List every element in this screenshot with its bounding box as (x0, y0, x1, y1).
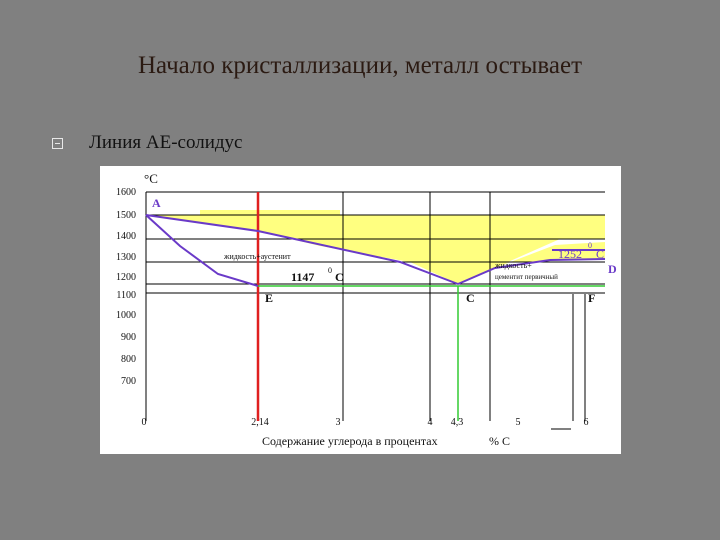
x-tick-label: 4 (428, 417, 433, 428)
diagram-svg: 1600 1500 1400 1300 1200 1100 1000 900 8… (116, 171, 617, 448)
solidus-line-ae (145, 214, 259, 287)
y-tick-label: 800 (121, 354, 136, 365)
y-tick-label: 1600 (116, 187, 136, 198)
y-tick-label: 700 (121, 376, 136, 387)
grid-vertical (145, 192, 586, 421)
x-axis-title: Содержание углерода в процентах (262, 434, 438, 448)
eutectic-unit-label: С (335, 270, 344, 284)
fe-c-phase-diagram: 1600 1500 1400 1300 1200 1100 1000 900 8… (100, 166, 621, 454)
point-a-label: A (152, 196, 161, 210)
y-tick-label: 1400 (116, 231, 136, 242)
y-tick-label: 1300 (116, 252, 136, 263)
cementite-temp-label: 1252 (558, 247, 582, 261)
x-axis-unit: % С (489, 434, 510, 448)
eutectic-temp-label: 1147 (291, 270, 314, 284)
point-c-label: C (466, 291, 475, 305)
austenite-label-bg (222, 250, 330, 261)
slide-title: Начало кристаллизации, металл остывает (137, 52, 583, 79)
y-tick-label: 1500 (116, 210, 136, 221)
x-tick-label: 3 (336, 417, 341, 428)
point-d-label: D (608, 262, 617, 276)
x-tick-label: 0 (142, 417, 147, 428)
cementite-region-label-2: цементит первичный (495, 273, 558, 281)
eutectic-degree-sign: 0 (328, 266, 332, 275)
cementite-unit-label: С (596, 247, 604, 261)
grid-horizontal (146, 191, 605, 294)
cementite-region-label-1: жидкость+ (494, 261, 532, 270)
x-tick-label: 4,3 (451, 417, 464, 428)
liquidus-line-ac (145, 214, 459, 285)
x-tick-label: 6 (584, 417, 589, 428)
y-tick-label: 1100 (116, 290, 136, 301)
point-f-label: F (588, 291, 595, 305)
point-e-label: E (265, 291, 273, 305)
y-tick-label: 900 (121, 332, 136, 343)
cementite-degree-sign: 0 (588, 241, 592, 250)
bullet-box-icon (52, 137, 63, 149)
x-tick-label: 5 (516, 417, 521, 428)
y-axis-unit: °C (144, 171, 158, 186)
y-tick-label: 1200 (116, 272, 136, 283)
x-tick-label: 2,14 (251, 417, 269, 428)
y-tick-label: 1000 (116, 310, 136, 321)
bullet-item: Линия AE-солидус (52, 132, 242, 154)
austenite-region-label: жидкость+аустенит (223, 252, 291, 261)
liquidus-line-cd (457, 258, 606, 285)
cementite-liquid-area (460, 242, 605, 284)
bullet-text: Линия AE-солидус (89, 132, 243, 153)
